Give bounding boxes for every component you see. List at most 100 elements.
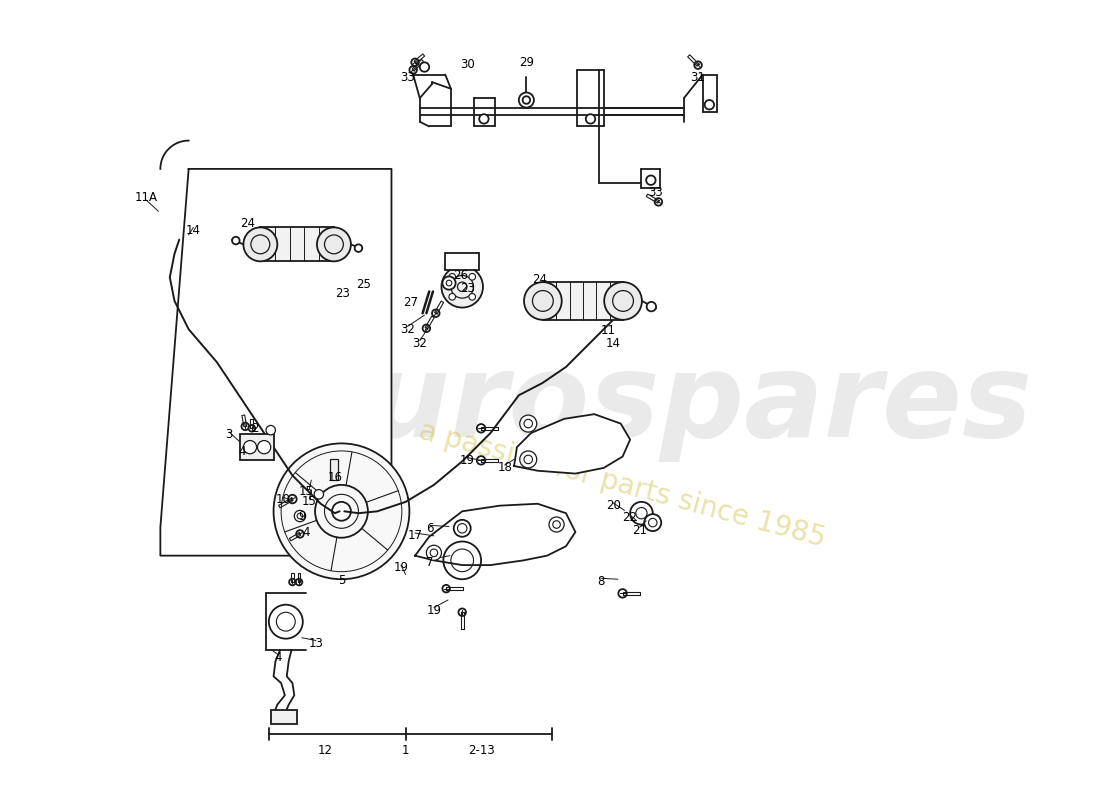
- Text: 31: 31: [691, 71, 705, 84]
- Circle shape: [243, 227, 277, 262]
- Circle shape: [645, 514, 661, 531]
- Circle shape: [586, 114, 595, 124]
- Text: 19: 19: [427, 604, 441, 617]
- Circle shape: [449, 274, 455, 280]
- Bar: [330, 459, 338, 480]
- Text: 1: 1: [402, 745, 409, 758]
- Circle shape: [274, 443, 409, 579]
- Circle shape: [266, 426, 275, 435]
- Circle shape: [694, 62, 702, 69]
- Circle shape: [257, 441, 271, 454]
- Text: 4: 4: [302, 526, 310, 538]
- Circle shape: [268, 605, 302, 638]
- Text: 29: 29: [519, 56, 534, 69]
- Text: 26: 26: [453, 269, 468, 282]
- Circle shape: [315, 490, 323, 499]
- Bar: [271, 710, 297, 723]
- Text: 19: 19: [460, 454, 474, 467]
- Text: 6: 6: [427, 522, 433, 534]
- Circle shape: [295, 510, 306, 522]
- Polygon shape: [161, 169, 392, 556]
- Circle shape: [442, 277, 455, 290]
- Circle shape: [469, 274, 475, 280]
- Text: 14: 14: [606, 337, 620, 350]
- Bar: [240, 434, 274, 460]
- Text: 22: 22: [623, 511, 638, 525]
- Bar: [543, 282, 623, 320]
- Text: 5: 5: [338, 574, 345, 586]
- Text: 24: 24: [532, 273, 547, 286]
- Text: 13: 13: [309, 637, 323, 650]
- Circle shape: [411, 58, 419, 66]
- Circle shape: [420, 62, 429, 72]
- Polygon shape: [514, 414, 630, 474]
- Circle shape: [289, 578, 296, 586]
- Text: 33: 33: [648, 186, 663, 199]
- Circle shape: [459, 609, 466, 616]
- Circle shape: [443, 542, 481, 579]
- Circle shape: [549, 517, 564, 532]
- Circle shape: [427, 546, 441, 560]
- Circle shape: [519, 93, 534, 107]
- Text: 32: 32: [412, 337, 427, 350]
- Circle shape: [409, 66, 417, 74]
- Text: 17: 17: [407, 530, 422, 542]
- Text: 25: 25: [355, 278, 371, 291]
- Circle shape: [520, 415, 537, 432]
- Text: 2: 2: [251, 422, 258, 434]
- Circle shape: [476, 456, 485, 465]
- Circle shape: [453, 520, 471, 537]
- Circle shape: [480, 114, 488, 124]
- Circle shape: [469, 294, 475, 300]
- Bar: [261, 227, 334, 262]
- Text: 11A: 11A: [134, 190, 157, 204]
- Text: 30: 30: [461, 58, 475, 70]
- Circle shape: [354, 244, 362, 252]
- Circle shape: [422, 325, 430, 332]
- Text: 11: 11: [601, 324, 616, 337]
- Text: 24: 24: [241, 217, 255, 230]
- Text: 20: 20: [606, 499, 620, 512]
- Circle shape: [317, 227, 351, 262]
- Circle shape: [524, 282, 562, 320]
- Text: 8: 8: [597, 574, 605, 588]
- Circle shape: [296, 530, 304, 538]
- Circle shape: [442, 585, 450, 593]
- Circle shape: [630, 502, 652, 525]
- Text: a passion for parts since 1985: a passion for parts since 1985: [416, 417, 829, 553]
- Circle shape: [432, 310, 440, 317]
- Text: 2-13: 2-13: [468, 745, 495, 758]
- Text: 3: 3: [226, 429, 233, 442]
- Circle shape: [618, 589, 627, 598]
- Circle shape: [243, 441, 256, 454]
- Circle shape: [449, 294, 455, 300]
- Circle shape: [646, 175, 656, 185]
- Text: 4: 4: [239, 446, 246, 458]
- Circle shape: [447, 280, 452, 286]
- Circle shape: [441, 266, 483, 307]
- Circle shape: [288, 495, 297, 503]
- Text: 23: 23: [336, 287, 350, 300]
- Text: 18: 18: [497, 462, 513, 474]
- Text: 12: 12: [318, 745, 333, 758]
- Circle shape: [242, 422, 249, 430]
- Bar: [446, 253, 480, 270]
- Circle shape: [604, 282, 642, 320]
- Text: 21: 21: [632, 524, 647, 537]
- Text: 16: 16: [328, 471, 342, 484]
- Circle shape: [705, 100, 714, 110]
- Circle shape: [654, 198, 662, 206]
- Text: 4: 4: [275, 651, 282, 664]
- Circle shape: [249, 425, 255, 432]
- Circle shape: [232, 237, 240, 244]
- Circle shape: [647, 302, 656, 311]
- Text: 27: 27: [403, 296, 418, 310]
- Text: 7: 7: [427, 556, 433, 569]
- Text: eurospares: eurospares: [287, 347, 1033, 462]
- Text: 15: 15: [302, 495, 317, 508]
- Text: 10: 10: [276, 494, 290, 506]
- Text: 15: 15: [299, 485, 314, 498]
- Text: 9: 9: [298, 510, 306, 523]
- Text: 23: 23: [461, 282, 475, 295]
- Circle shape: [296, 578, 303, 586]
